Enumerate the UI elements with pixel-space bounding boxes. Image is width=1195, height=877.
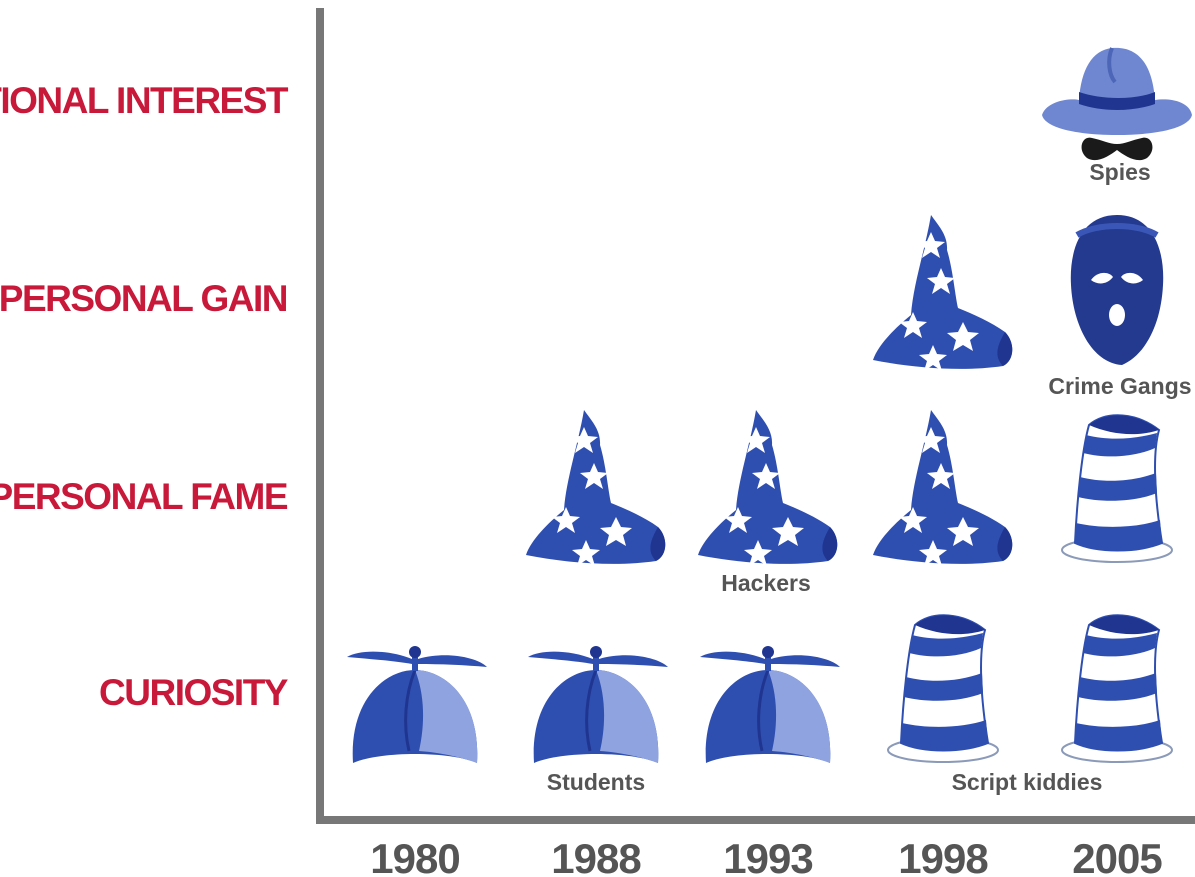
y-tick-label: CURIOSITY — [99, 672, 289, 713]
striped-top-hat-icon — [1061, 614, 1173, 763]
wizard-hat-icon — [873, 410, 1013, 566]
propeller-beanie-icon — [526, 644, 670, 765]
fedora-mask-icon — [1040, 45, 1194, 163]
x-tick-labels: 1980 1988 1993 1998 2005 — [370, 835, 1163, 877]
striped-top-hat-icon — [1061, 414, 1173, 563]
propeller-beanie-icon — [345, 644, 489, 765]
annotation-label: Crime Gangs — [1048, 373, 1191, 399]
balaclava-icon — [1071, 215, 1163, 365]
x-tick-label: 2005 — [1072, 835, 1162, 877]
x-tick-label: 1988 — [551, 835, 641, 877]
y-tick-label: PERSONAL GAIN — [0, 278, 287, 319]
chart-marks — [345, 45, 1194, 765]
wizard-hat-icon — [873, 215, 1013, 371]
chart-annotations: Students Script kiddies Hackers Crime Gangs… — [547, 159, 1192, 795]
x-tick-label: 1980 — [370, 835, 459, 877]
wizard-hat-icon — [698, 410, 838, 566]
propeller-beanie-icon — [698, 644, 842, 765]
annotation-label: Hackers — [721, 570, 811, 596]
striped-top-hat-icon — [887, 614, 999, 763]
wizard-hat-icon — [526, 410, 666, 566]
annotation-label: Students — [547, 769, 645, 795]
annotation-label: Script kiddies — [952, 769, 1103, 795]
y-tick-label: NATIONAL INTEREST — [0, 80, 289, 121]
y-tick-labels: CURIOSITY PERSONAL FAME PERSONAL GAIN NATIO… — [0, 80, 290, 713]
x-tick-label: 1993 — [723, 835, 812, 877]
annotation-label: Spies — [1089, 159, 1150, 185]
x-tick-label: 1998 — [898, 835, 988, 877]
y-tick-label: PERSONAL FAME — [0, 476, 288, 517]
